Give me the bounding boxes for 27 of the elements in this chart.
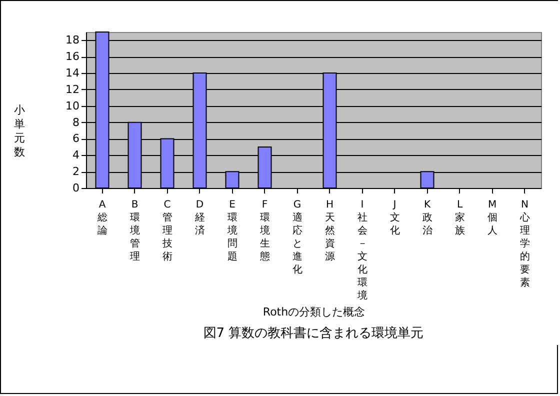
x-tick-label: L家族 bbox=[454, 200, 465, 236]
y-tick-label: 8 bbox=[72, 116, 80, 129]
x-tick-label: F環境生態 bbox=[258, 200, 270, 262]
y-tick-label: 10 bbox=[66, 99, 80, 112]
x-tick-label: J文化 bbox=[390, 200, 400, 236]
x-tick-label: G適応と進化 bbox=[292, 200, 302, 276]
y-tick-label: 16 bbox=[66, 50, 80, 64]
x-axis-title: Rothの分類した概念 bbox=[262, 306, 366, 318]
x-tick-label: M個人 bbox=[487, 200, 498, 236]
x-tick-label: D経済 bbox=[194, 200, 205, 236]
y-tick-label: 6 bbox=[72, 132, 80, 146]
text: 図7 算数の教科書に含まれる環境単元 bbox=[203, 325, 424, 341]
y-tick-label: 2 bbox=[72, 165, 80, 178]
y-tick-label: 18 bbox=[66, 34, 80, 47]
y-axis-title: 小単元数 bbox=[14, 104, 26, 158]
x-tick-label: K政治 bbox=[422, 200, 432, 236]
x-tick-label: A総論 bbox=[96, 200, 108, 236]
x-tick-label: B環境管理 bbox=[128, 200, 140, 262]
x-tick-label: H天然資源 bbox=[324, 200, 335, 262]
y-tick-label: 14 bbox=[66, 66, 80, 80]
x-tick-label: N心理学的要素 bbox=[518, 200, 530, 288]
y-tick-label: 12 bbox=[66, 82, 80, 96]
x-tick-label: E環境問題 bbox=[226, 200, 238, 262]
y-tick-label: 0 bbox=[72, 182, 80, 194]
x-tick-label: I社会－文化環境 bbox=[356, 200, 368, 302]
x-tick-label: C管理技術 bbox=[161, 200, 172, 262]
y-tick-label: 4 bbox=[72, 148, 80, 162]
